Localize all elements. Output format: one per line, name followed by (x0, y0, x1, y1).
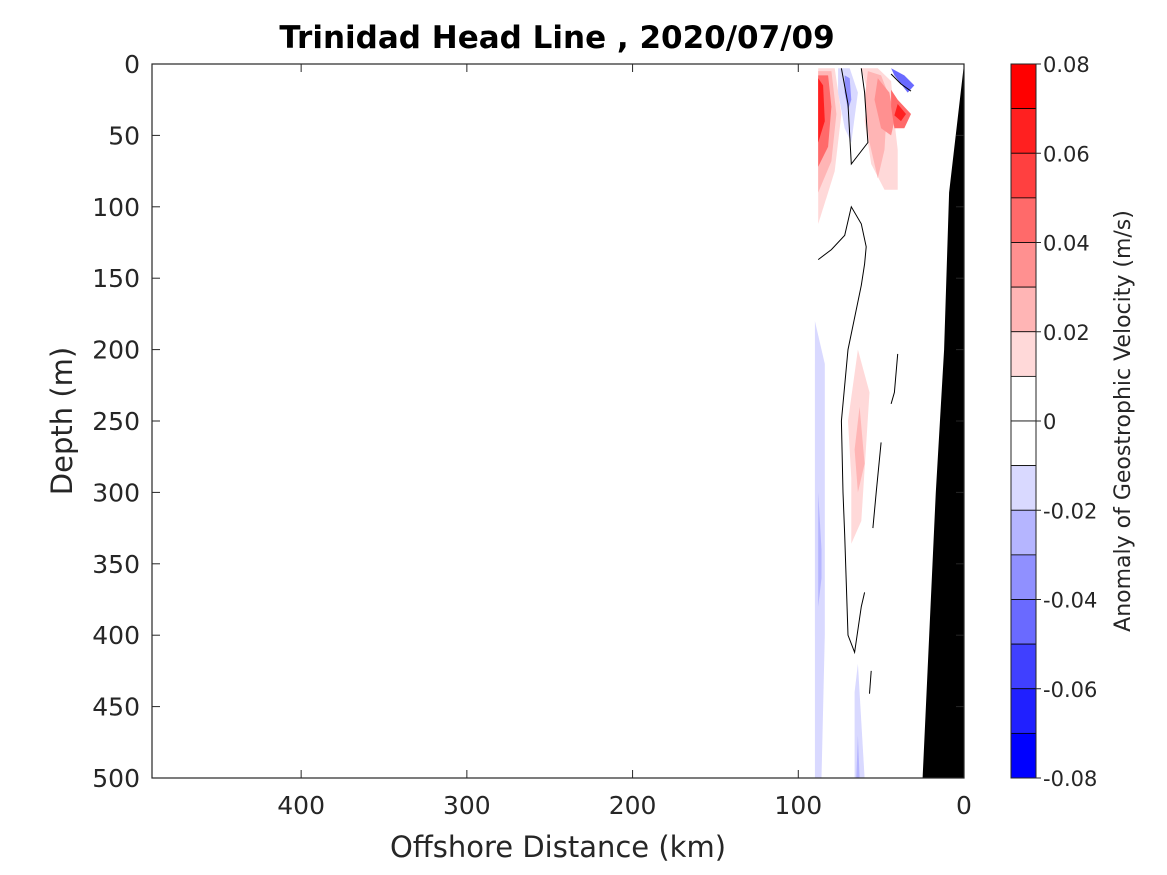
colorbar-level-3 (1010, 197, 1037, 243)
zero-contour-3 (890, 353, 899, 405)
y-tick-label: 450 (92, 693, 140, 722)
x-axis: 400 300 200 100 0 (277, 64, 972, 820)
zero-contour-5 (869, 670, 872, 694)
velocity-region-11 (891, 68, 915, 93)
colorbar-level-8 (1010, 420, 1037, 467)
colorbar-label: Anomaly of Geostrophic Velocity (m/s) (1111, 210, 1136, 632)
zero-contour-layer (817, 68, 912, 694)
zero-contour-0 (840, 68, 869, 166)
velocity-region-17 (856, 735, 860, 778)
zero-contour-4 (872, 442, 882, 529)
colorbar-tick-label: -0.06 (1043, 678, 1097, 702)
y-tick-label: 350 (92, 550, 140, 579)
y-tick-label: 200 (92, 336, 140, 365)
colorbar-level-10 (1010, 509, 1037, 556)
colorbar-level-4 (1010, 242, 1037, 288)
velocity-region-8 (894, 104, 906, 122)
colorbar-level-13 (1010, 643, 1037, 690)
colorbar-level-0 (1010, 63, 1037, 110)
bathymetry (922, 64, 964, 778)
colorbar-level-15 (1010, 732, 1037, 779)
y-tick-label: 300 (92, 478, 140, 507)
colorbar-tick-label: 0 (1043, 410, 1056, 434)
colorbar-tick-label: 0.02 (1043, 321, 1090, 345)
colorbar-tick-label: -0.02 (1043, 499, 1097, 523)
zero-contour-1 (817, 205, 867, 655)
velocity-region-13 (854, 406, 865, 493)
colorbar-level-6 (1010, 331, 1037, 377)
colorbar-tick-label: 0.04 (1043, 232, 1090, 256)
x-tick-label: 100 (774, 791, 822, 820)
colorbar-tick-label: -0.08 (1043, 767, 1097, 791)
y-tick-label: 0 (124, 50, 140, 79)
colorbar-level-5 (1010, 286, 1037, 333)
velocity-region-6 (874, 78, 895, 136)
x-tick-label: 200 (609, 791, 657, 820)
y-tick-label: 500 (92, 764, 140, 793)
velocity-region-3 (818, 78, 825, 143)
plot-area (152, 64, 964, 778)
colorbar-level-14 (1010, 688, 1037, 734)
velocity-region-16 (854, 663, 865, 778)
y-axis: 0 50 100 150 200 250 300 350 400 450 500 (92, 50, 964, 793)
x-tick-label: 0 (956, 791, 972, 820)
colorbar-level-7 (1010, 375, 1037, 422)
y-tick-label: 50 (108, 121, 140, 150)
velocity-region-15 (818, 492, 822, 607)
bathymetry-layer (922, 64, 964, 778)
colorbar-level-9 (1010, 465, 1037, 511)
velocity-region-10 (844, 75, 852, 110)
colorbar: 0.08 0.06 0.04 0.02 0 -0.02 -0.04 -0.06 -0.08 (1010, 53, 1097, 791)
colorbar-level-1 (1010, 108, 1037, 154)
colorbar-level-11 (1010, 554, 1037, 600)
y-axis-label: Depth (m) (45, 347, 79, 495)
colorbar-tick-label: 0.06 (1043, 142, 1090, 166)
y-tick-label: 400 (92, 621, 140, 650)
y-tick-label: 150 (92, 264, 140, 293)
chart-title: Trinidad Head Line , 2020/07/09 (279, 20, 834, 56)
colorbar-tick-label: -0.04 (1043, 589, 1097, 613)
y-tick-label: 100 (92, 193, 140, 222)
zero-contour-2 (890, 73, 912, 92)
x-tick-label: 300 (443, 791, 491, 820)
y-tick-label: 250 (92, 407, 140, 436)
colorbar-tick-label: 0.08 (1043, 53, 1090, 77)
colorbar-level-12 (1010, 599, 1037, 645)
x-axis-label: Offshore Distance (km) (390, 830, 726, 864)
x-tick-label: 400 (277, 791, 325, 820)
colorbar-level-2 (1010, 152, 1037, 199)
